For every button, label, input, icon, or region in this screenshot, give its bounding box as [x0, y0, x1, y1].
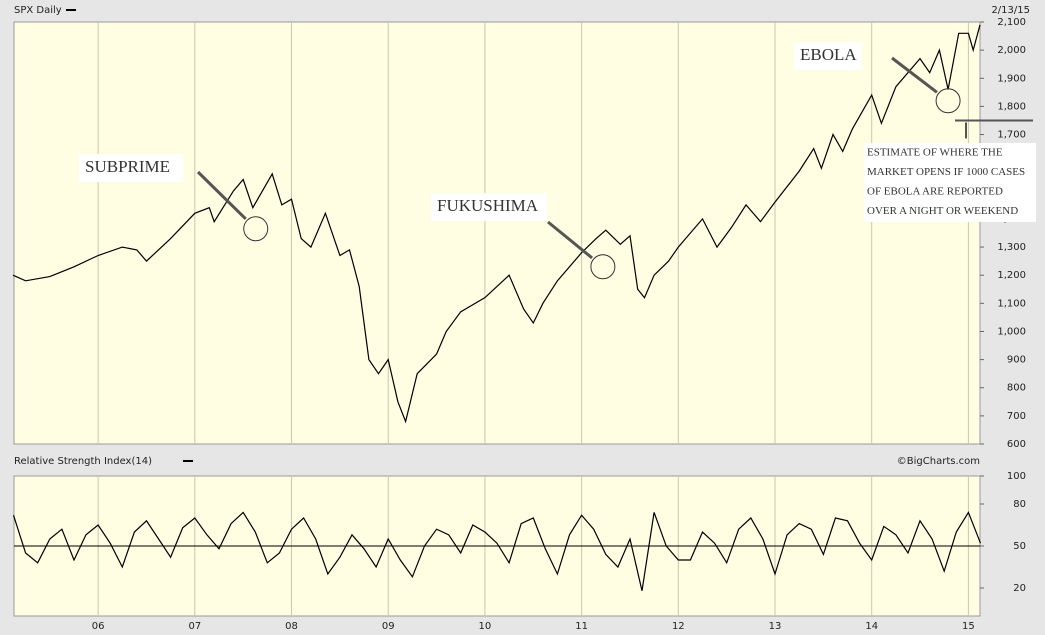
date-label: 2/13/15: [991, 5, 1030, 16]
y-tick-label: 1,900: [997, 73, 1026, 84]
estimate-box: [864, 143, 1036, 222]
annotation-circle: [590, 254, 616, 280]
y-tick-label: 1,300: [997, 242, 1026, 253]
annotation-box: [79, 154, 183, 182]
price-line: [12, 511, 982, 591]
annotation-label: EBOLA: [800, 45, 857, 64]
x-tick-label: 08: [285, 621, 298, 632]
source: ©BigCharts.com: [897, 456, 980, 467]
x-tick-label: 15: [962, 621, 975, 632]
y-tick-label: 80: [1013, 499, 1026, 510]
annotation-pointer: [547, 220, 593, 260]
x-tick-label: 14: [865, 621, 878, 632]
y-tick-label: 50: [1013, 541, 1026, 552]
y-tick-label: 2,000: [997, 45, 1026, 56]
x-tick-label: 09: [382, 621, 395, 632]
annotation-pointer: [891, 56, 938, 94]
annotation-box: [431, 193, 547, 221]
x-tick-label: 11: [575, 621, 588, 632]
price-panel: [13, 21, 981, 445]
y-tick-label: 700: [1007, 411, 1026, 422]
estimate-text: OF EBOLA ARE REPORTED: [867, 186, 1003, 198]
y-tick-label: 1,100: [997, 298, 1026, 309]
estimate-text: OVER A NIGHT OR WEEKEND: [867, 205, 1018, 217]
y-tick-label: 100: [1007, 471, 1026, 482]
y-tick-label: 900: [1007, 355, 1026, 366]
y-tick-label: 2,100: [997, 17, 1026, 28]
y-tick-label: 600: [1007, 439, 1026, 450]
annotation-box: [794, 42, 862, 70]
y-tick-label: 1,000: [997, 326, 1026, 337]
annotation-circle: [243, 216, 269, 242]
y-tick-label: 800: [1007, 383, 1026, 394]
x-tick-label: 10: [479, 621, 492, 632]
annotation-label: SUBPRIME: [85, 157, 170, 176]
estimate-text: MARKET OPENS IF 1000 CASES: [867, 166, 1025, 178]
price-title: SPX Daily: [14, 5, 62, 16]
price-line: [12, 24, 981, 424]
annotation-label: FUKUSHIMA: [437, 196, 539, 215]
annotation-circle: [935, 88, 961, 114]
y-tick-label: 1,700: [997, 130, 1026, 141]
y-tick-label: 1,800: [997, 101, 1026, 112]
x-tick-label: 12: [672, 621, 685, 632]
x-tick-label: 06: [92, 621, 105, 632]
x-tick-label: 13: [769, 621, 782, 632]
rsi-title: Relative Strength Index(14): [14, 456, 152, 467]
x-tick-label: 07: [188, 621, 201, 632]
y-tick-label: 20: [1013, 583, 1026, 594]
annotation-pointer: [196, 170, 247, 221]
estimate-text: ESTIMATE OF WHERE THE: [867, 147, 1003, 159]
y-tick-label: 1,200: [997, 270, 1026, 281]
